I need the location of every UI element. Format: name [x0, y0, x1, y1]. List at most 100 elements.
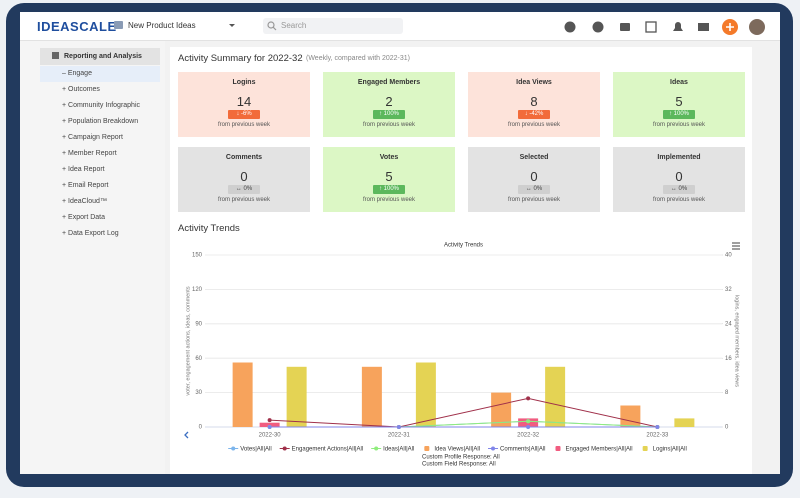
x-tick-label: 2022-33	[646, 433, 669, 439]
bar	[259, 422, 280, 427]
summary-card[interactable]	[323, 72, 455, 137]
summary-card[interactable]	[613, 72, 745, 137]
sidebar-item[interactable]: + Member Report	[62, 150, 117, 157]
card-change: ↑ 100%	[373, 185, 405, 194]
line	[269, 420, 658, 428]
card-change: ↑ 100%	[663, 110, 695, 119]
card-value: 0	[240, 169, 248, 184]
sidebar-section-title[interactable]: Reporting and Analysis	[64, 53, 142, 60]
legend-label: Engagement Actions|All|All	[292, 447, 364, 453]
y-tick-label: 0	[199, 425, 203, 431]
bar	[545, 366, 566, 427]
bar	[232, 362, 253, 427]
sidebar-item[interactable]: – Engage	[62, 70, 92, 77]
card-note: from previous week	[507, 122, 561, 128]
y2-axis-title: logins, engaged members, idea views	[734, 295, 740, 387]
sidebar-item[interactable]: + Data Export Log	[62, 230, 119, 237]
y-tick-label: 150	[192, 253, 203, 259]
summary-card[interactable]	[323, 147, 455, 212]
notifications-icon[interactable]	[673, 22, 683, 31]
sidebar-item[interactable]: + Outcomes	[62, 86, 100, 93]
card-change: ↑ 100%	[373, 110, 405, 119]
card-change: ↔ 0%	[663, 185, 695, 194]
card-label: Selected	[519, 154, 549, 161]
y-tick-label: 90	[195, 321, 202, 327]
summary-card[interactable]	[468, 72, 600, 137]
card-label: Idea Views	[516, 79, 552, 86]
summary-card[interactable]	[468, 147, 600, 212]
tag-icon[interactable]	[620, 23, 630, 31]
legend-symbol	[555, 446, 561, 451]
bar	[361, 366, 382, 427]
community-icon[interactable]	[592, 21, 604, 33]
sidebar-item[interactable]: + IdeaCloud™	[62, 198, 107, 205]
y-tick-label: 120	[192, 287, 203, 293]
search-placeholder: Search	[281, 21, 307, 30]
line-marker	[526, 396, 531, 401]
card-note: from previous week	[507, 197, 561, 203]
y-tick-label: 60	[195, 356, 202, 362]
line-marker	[655, 425, 660, 429]
sidebar-section[interactable]	[40, 48, 160, 65]
card-note: from previous week	[652, 122, 706, 128]
y2-tick-label: 32	[725, 287, 732, 293]
sidebar-item[interactable]: + Community Infographic	[62, 102, 141, 109]
chart-prev[interactable]	[184, 431, 189, 439]
card-note: from previous week	[652, 197, 706, 203]
card-change: ↓ -42%	[518, 110, 550, 119]
dropdown-caret[interactable]	[229, 24, 235, 27]
bar	[674, 418, 695, 427]
card-change: ↓ -6%	[228, 110, 260, 119]
search-icon	[267, 21, 277, 31]
community-selector[interactable]: New Product Ideas	[128, 21, 196, 30]
card-value: 5	[385, 169, 393, 184]
messages-icon[interactable]	[698, 23, 709, 31]
logo[interactable]: IDEASCALE	[37, 19, 117, 34]
sidebar-item-active[interactable]	[40, 66, 160, 82]
card-label: Implemented	[657, 154, 701, 161]
bar	[620, 405, 641, 427]
sidebar-item[interactable]: + Idea Report	[62, 166, 105, 173]
legend-label: Ideas|All|All	[383, 447, 414, 453]
sidebar-item[interactable]: + Campaign Report	[62, 134, 123, 141]
y2-tick-label: 16	[725, 356, 732, 362]
y2-tick-label: 8	[725, 390, 729, 396]
legend-label: Engaged Members|All|All	[565, 447, 632, 453]
y2-tick-label: 24	[725, 321, 732, 327]
y-tick-label: 30	[195, 390, 202, 396]
x-tick-label: 2022-31	[388, 433, 411, 439]
legend-note: Custom Profile Response: All	[422, 455, 500, 461]
line-marker	[526, 419, 531, 424]
chart-menu[interactable]	[732, 242, 740, 250]
summary-card[interactable]	[613, 147, 745, 212]
card-note: from previous week	[217, 197, 271, 203]
y2-tick-label: 40	[725, 253, 732, 259]
sidebar-item[interactable]: + Export Data	[62, 214, 105, 221]
line-marker	[267, 425, 272, 429]
legend: Votes|All|All Engagement Actions|All|All I…	[228, 446, 687, 453]
chart-title: Activity Trends	[444, 243, 483, 249]
sidebar-item[interactable]: + Population Breakdown	[62, 118, 139, 125]
card-change: ↔ 0%	[228, 185, 260, 194]
tasks-icon[interactable]	[645, 21, 657, 33]
summary-card[interactable]	[178, 147, 310, 212]
card-note: from previous week	[362, 197, 416, 203]
avatar[interactable]	[749, 19, 765, 35]
card-label: Ideas	[670, 79, 688, 86]
sidebar	[20, 41, 165, 474]
card-value: 5	[675, 94, 683, 109]
explore-icon[interactable]	[564, 21, 576, 33]
section-icon	[52, 52, 59, 59]
line-marker	[267, 418, 272, 423]
card-value: 0	[530, 169, 538, 184]
sidebar-item[interactable]: + Email Report	[62, 182, 109, 189]
community-icon	[114, 21, 123, 29]
x-tick-label: 2022-30	[259, 433, 282, 439]
summary-card[interactable]	[178, 72, 310, 137]
legend-label: Idea Views|All|All	[434, 447, 480, 453]
search-box[interactable]	[263, 18, 403, 34]
bar	[491, 392, 512, 427]
card-note: from previous week	[217, 122, 271, 128]
